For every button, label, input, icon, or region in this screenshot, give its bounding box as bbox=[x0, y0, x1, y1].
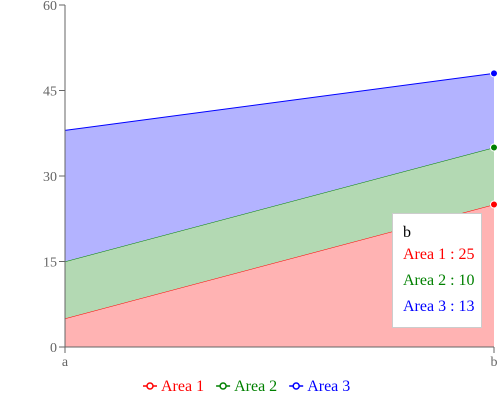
y-tick-label: 0 bbox=[50, 341, 57, 356]
tooltip-title: b bbox=[403, 224, 411, 241]
area-2-fill bbox=[65, 147, 494, 319]
legend-item-area-3[interactable]: Area 3 bbox=[289, 378, 350, 395]
legend-label: Area 2 bbox=[234, 378, 277, 395]
area-3-line bbox=[64, 72, 495, 131]
x-tick-label: b bbox=[491, 355, 498, 370]
area-1-active-dot bbox=[490, 200, 498, 209]
legend-item-area-1[interactable]: Area 1 bbox=[143, 378, 204, 395]
x-tick-label: a bbox=[62, 355, 69, 370]
legend-item-area-2[interactable]: Area 2 bbox=[216, 378, 277, 395]
legend-label: Area 1 bbox=[161, 378, 204, 395]
legend-label: Area 3 bbox=[307, 378, 350, 395]
axes: 0 15 30 45 60 a b bbox=[43, 0, 498, 370]
legend-marker-icon bbox=[219, 382, 227, 390]
tooltip-item-area-1: Area 1 : 25 bbox=[403, 246, 475, 263]
tooltip-item-area-3: Area 3 : 13 bbox=[403, 298, 475, 315]
tooltip: b Area 1 : 25 Area 2 : 10 Area 3 : 13 bbox=[392, 213, 482, 328]
area-3-fill bbox=[65, 73, 494, 262]
legend-marker-icon bbox=[292, 382, 300, 390]
y-tick-label: 45 bbox=[43, 85, 57, 100]
legend: Area 1 Area 2 Area 3 bbox=[143, 378, 350, 395]
area-1-fill bbox=[65, 204, 494, 347]
y-tick-label: 15 bbox=[43, 256, 57, 271]
active-points bbox=[490, 69, 498, 209]
y-tick-label: 30 bbox=[43, 170, 57, 185]
area-2-active-dot bbox=[490, 143, 498, 152]
y-tick-label: 60 bbox=[43, 0, 57, 14]
legend-marker-icon bbox=[146, 382, 154, 390]
area-layer bbox=[64, 72, 495, 347]
tooltip-item-area-2: Area 2 : 10 bbox=[403, 272, 475, 289]
area-3-active-dot bbox=[490, 69, 498, 78]
